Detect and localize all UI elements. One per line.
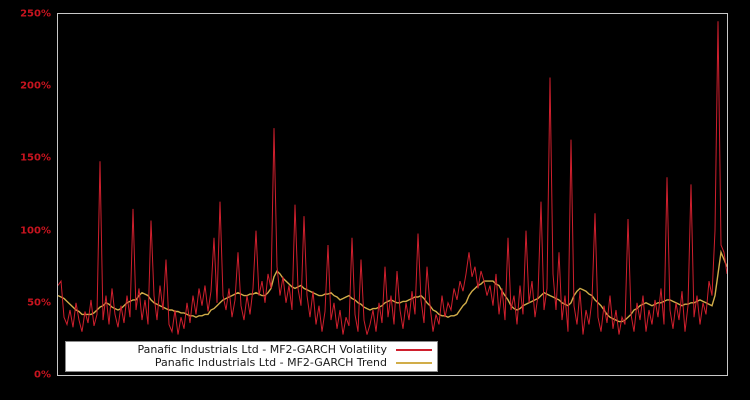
y-tick-label: 200%: [20, 80, 51, 92]
y-axis: 0% 50% 100% 150% 200% 250%: [0, 9, 53, 381]
volatility-line: [58, 21, 727, 335]
legend-label: Panafic Industrials Ltd - MF2-GARCH Tren…: [154, 356, 387, 369]
legend-label: Panafic Industrials Ltd - MF2-GARCH Vola…: [137, 343, 387, 356]
trend-line: [58, 249, 727, 323]
chart-legend: Panafic Industrials Ltd - MF2-GARCH Vola…: [65, 341, 438, 372]
legend-line-sample: [396, 361, 432, 364]
legend-entry: Panafic Industrials Ltd - MF2-GARCH Vola…: [71, 343, 432, 356]
y-tick-label: 250%: [20, 8, 51, 20]
chart-canvas: [58, 21, 727, 335]
legend-line-sample: [396, 348, 432, 351]
y-tick-label: 100%: [20, 225, 51, 237]
y-tick-label: 50%: [27, 297, 51, 309]
y-tick-label: 150%: [20, 152, 51, 164]
legend-entry: Panafic Industrials Ltd - MF2-GARCH Tren…: [71, 356, 432, 369]
y-tick-label: 0%: [34, 369, 51, 381]
plot-area: Panafic Industrials Ltd - MF2-GARCH Vola…: [57, 13, 728, 376]
